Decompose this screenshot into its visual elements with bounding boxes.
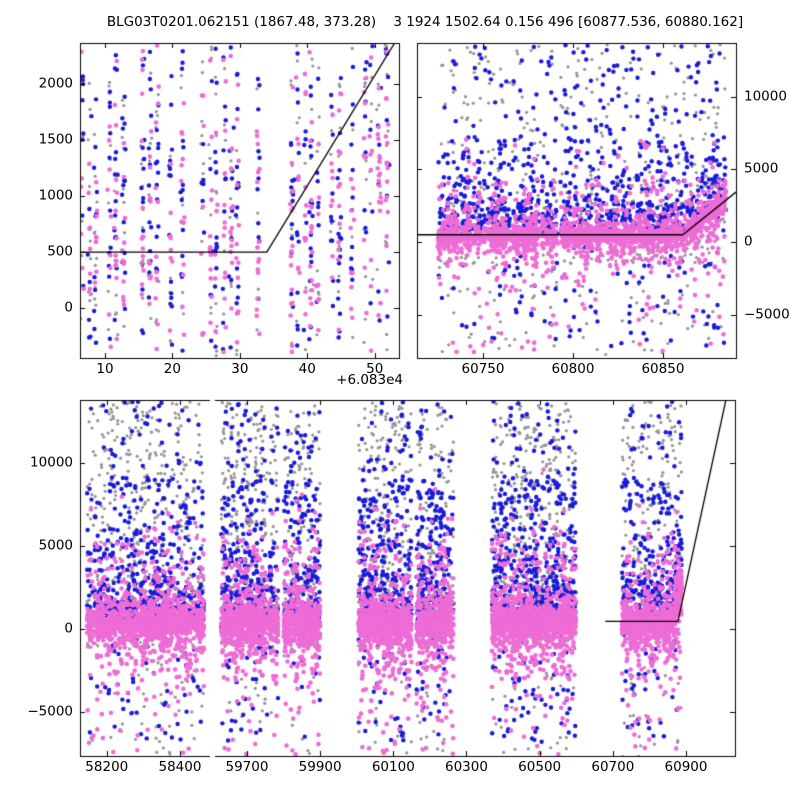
x-tick-label: 60850 [641,361,685,377]
x-tick-label: 60100 [371,759,415,775]
y-tick-label: 1500 [38,131,73,148]
x-tick-label: 10 [96,361,114,377]
x-tick-label: 58400 [158,759,202,775]
figure-title: BLG03T0201.062151 (1867.48, 373.28) 3 19… [106,14,744,30]
y-tick-label: 5000 [744,160,779,177]
x-tick-label: 50 [366,361,384,377]
x-tick-label: 60750 [461,361,505,377]
y-tick-label: 0 [64,299,73,316]
x-tick-label: 59700 [225,759,269,775]
x-tick-label: 60300 [445,759,488,775]
y-tick-label: 5000 [38,537,73,554]
y-tick-label: 10000 [30,454,73,471]
x-tick-label: 58200 [85,759,129,775]
x-tick-label: 40 [298,361,316,377]
y-tick-label: 1000 [38,187,73,204]
x-tick-label: 60500 [518,759,562,775]
x-tick-label: 30 [231,361,249,377]
y-tick-label: 0 [744,233,753,250]
y-tick-label: 500 [47,243,73,260]
x-tick-label: 20 [163,361,181,377]
y-tick-label: 10000 [744,88,787,105]
y-tick-label: 0 [64,620,73,637]
y-tick-label: −5000 [27,703,73,720]
x-offset-label: +6.083e4 [336,372,403,388]
x-tick-label: 60700 [591,759,635,775]
y-tick-label: 2000 [38,75,73,92]
y-tick-label: −5000 [744,306,790,323]
x-tick-label: 60800 [551,361,595,377]
x-tick-label: 60900 [664,759,708,775]
x-tick-label: 59900 [298,759,342,775]
